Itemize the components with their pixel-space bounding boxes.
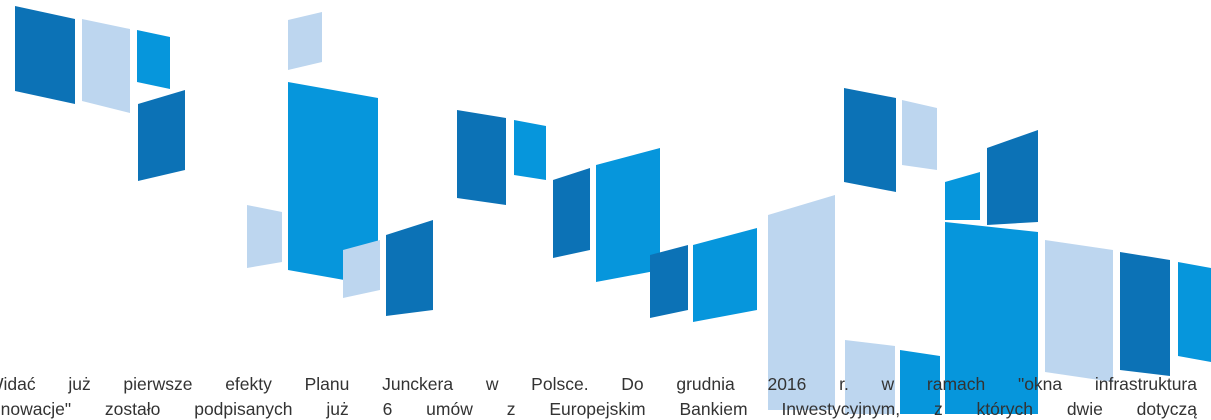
decorative-shapes [0,0,1211,414]
page: Widać już pierwsze efekty Planu Junckera… [0,0,1211,414]
paragraph-line: innowacje" zostało podpisanych już 6 umó… [0,399,1197,420]
paragraph-line: Widać już pierwsze efekty Planu Junckera… [0,374,1197,395]
